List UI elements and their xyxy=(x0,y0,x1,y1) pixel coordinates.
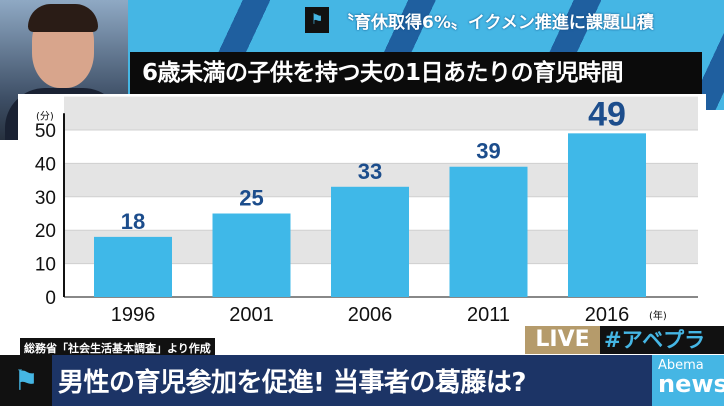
presenter-video xyxy=(0,0,128,140)
flag-icon: ⚑ xyxy=(0,355,52,406)
x-unit-label: (年) xyxy=(649,309,667,322)
value-label: 39 xyxy=(476,139,500,164)
y-tick-label: 20 xyxy=(35,221,56,242)
y-tick-label: 40 xyxy=(35,154,56,175)
x-tick-label: 2011 xyxy=(467,304,510,326)
grid-band xyxy=(64,96,698,130)
x-tick-label: 2016 xyxy=(585,304,630,326)
x-tick-label: 2006 xyxy=(348,304,393,326)
value-label: 49 xyxy=(588,95,626,133)
y-tick-label: 50 xyxy=(35,121,56,142)
flag-icon: ⚑ xyxy=(305,7,329,33)
x-tick-label: 2001 xyxy=(229,304,274,326)
logo-top: Abema xyxy=(658,358,704,373)
abema-news-logo: Abema news/ xyxy=(652,355,724,406)
y-unit-label: (分) xyxy=(36,110,54,122)
live-badge: LIVE xyxy=(525,326,600,354)
x-tick-label: 1996 xyxy=(111,304,156,326)
y-tick-label: 10 xyxy=(35,255,56,276)
value-label: 33 xyxy=(358,159,382,184)
logo-bottom: news/ xyxy=(658,370,724,398)
bar-chart: 0 10 20 30 40 50(分) 18 1996 25 2001 33 2006 39 2011 49… xyxy=(35,95,698,326)
bar xyxy=(94,236,172,297)
y-tick-label: 0 xyxy=(45,288,56,309)
chart-title: 6歳未満の子供を持つ夫の1日あたりの育児時間 xyxy=(130,52,702,94)
bar xyxy=(449,166,528,297)
bar xyxy=(568,133,646,297)
value-label: 25 xyxy=(239,186,263,211)
headline-text: 男性の育児参加を促進! 当事者の葛藤は? xyxy=(58,368,527,398)
y-tick-label: 30 xyxy=(35,188,56,209)
presenter-hair xyxy=(28,4,98,32)
bar xyxy=(331,186,409,297)
hashtag-badge: #アベプラ xyxy=(600,326,724,354)
headline-bar: ⚑ 男性の育児参加を促進! 当事者の葛藤は? Abema news/ xyxy=(0,355,724,406)
topic-text: 〝育休取得6%〟イクメン推進に課題山積 xyxy=(337,12,654,33)
value-label: 18 xyxy=(121,209,145,234)
bar xyxy=(212,213,291,297)
source-caption: 総務省「社会生活基本調査」より作成 xyxy=(20,338,215,358)
topic-banner: ⚑ 〝育休取得6%〟イクメン推進に課題山積 xyxy=(305,6,724,34)
chart-panel: 0 10 20 30 40 50 (分) 18 1996 25 2001 33 2006 39 2011 49… xyxy=(18,94,706,350)
